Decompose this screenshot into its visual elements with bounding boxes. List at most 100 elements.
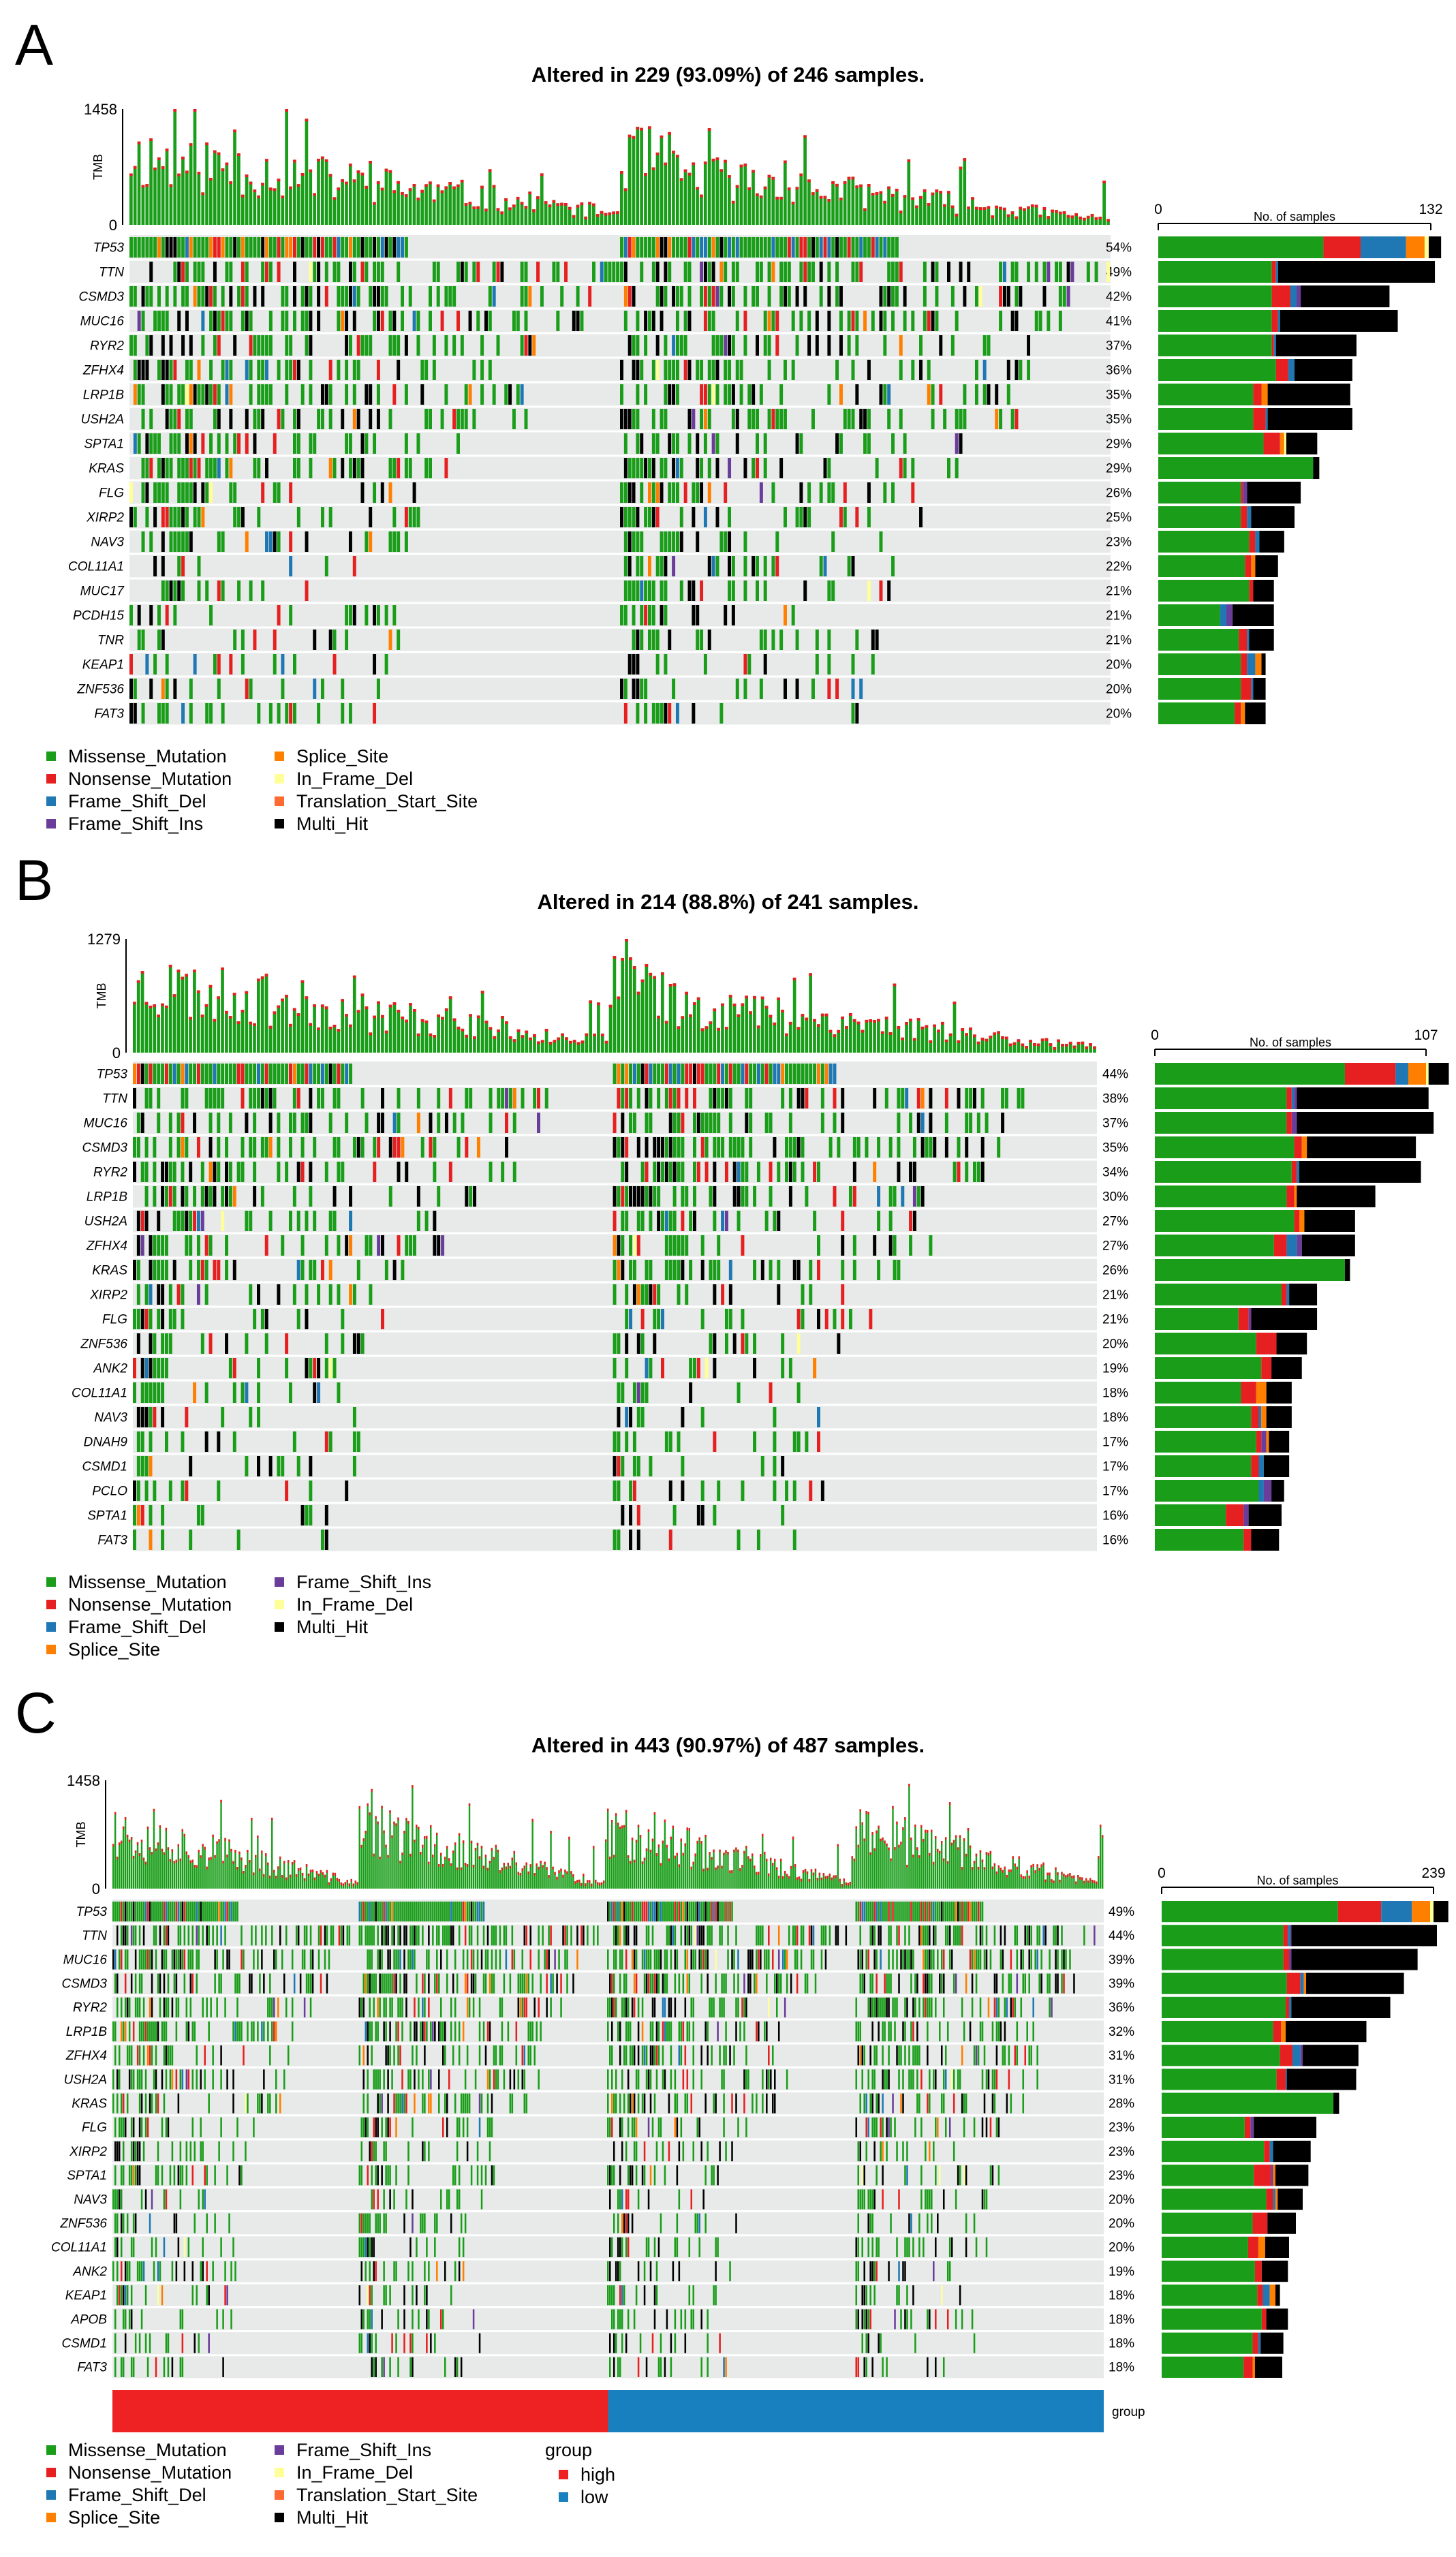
mutation-cell (950, 286, 955, 307)
mutation-cell (700, 1113, 704, 1133)
tmb-bar-cap (977, 1866, 980, 1870)
mutation-cell (883, 237, 887, 258)
mutation-cell (208, 1088, 213, 1109)
tmb-bar (558, 1870, 560, 1889)
tmb-bar (770, 1857, 772, 1889)
mutation-cell (324, 384, 328, 405)
tmb-bar (367, 1803, 369, 1889)
gene-bar-segment (1248, 1504, 1282, 1526)
tmb-bar-cap (1087, 1880, 1089, 1884)
tmb-bar-cap (234, 1850, 236, 1853)
tmb-bar-cap (608, 212, 612, 215)
mutation-cell (636, 1211, 640, 1231)
tmb-bar-cap (801, 1014, 805, 1017)
percent-label: 49% (1106, 265, 1132, 279)
mutation-cell (763, 335, 767, 356)
legend-item: Nonsense_Mutation (46, 768, 232, 790)
tmb-bar (260, 976, 264, 1053)
tmb-bar-cap (677, 1026, 681, 1029)
mutation-cell (621, 1088, 625, 1109)
tmb-bar-cap (745, 995, 749, 999)
mutation-cell (655, 630, 660, 650)
gene-bar-segment (1251, 1455, 1259, 1477)
mutation-cell (201, 335, 205, 356)
mutation-cell (621, 1505, 625, 1525)
mutation-cell (672, 1064, 677, 1084)
mutation-cell (204, 1064, 208, 1084)
mutation-cell (193, 1186, 197, 1207)
mutation-cell (161, 507, 165, 527)
tmb-bar (897, 1026, 901, 1053)
tmb-bar (692, 162, 696, 225)
mutation-cell (213, 654, 217, 675)
tmb-bar-cap (484, 1021, 489, 1024)
mutation-cell (185, 1186, 189, 1207)
mutation-cell (632, 237, 636, 258)
percent-label: 20% (1106, 707, 1132, 721)
mutation-cell (848, 1309, 852, 1329)
tmb-bar (507, 1862, 509, 1889)
tmb-bar-cap (674, 1855, 676, 1859)
mutation-cell (153, 507, 157, 527)
mutation-cell (749, 1088, 753, 1109)
mutation-cell (684, 1925, 687, 1946)
tmb-bar (348, 164, 352, 225)
mutation-cell (309, 262, 313, 282)
mutation-cell (805, 1186, 809, 1207)
mutation-cell (320, 507, 324, 527)
mutation-cell (965, 1113, 969, 1133)
tmb-bar-cap (505, 1866, 508, 1870)
percent-label: 37% (1102, 1116, 1128, 1130)
mutation-cell (452, 1902, 454, 1922)
tmb-bar (360, 993, 365, 1053)
tmb-bar (682, 1853, 684, 1889)
tmb-bar (557, 1037, 561, 1053)
tmb-bar-cap (975, 1853, 978, 1857)
mutation-cell (897, 1137, 901, 1158)
mutation-cell (185, 458, 189, 478)
tmb-bar (271, 1817, 273, 1889)
gene-bar-segment (1158, 653, 1241, 675)
mutation-cell (785, 1064, 789, 1084)
mutation-cell (133, 703, 137, 724)
tmb-bar-cap (1026, 1870, 1028, 1874)
mutation-cell (153, 1333, 157, 1354)
mutation-cell (636, 335, 640, 356)
tmb-bar-cap (696, 187, 699, 190)
tmb-bar (172, 994, 176, 1053)
tmb-bar-cap (1055, 1867, 1057, 1870)
mutation-cell (296, 433, 300, 454)
mutation-cell (377, 1925, 379, 1946)
mutation-cell (181, 335, 185, 356)
mutation-cell (324, 286, 328, 307)
mutation-cell (787, 286, 791, 307)
mutation-cell (164, 1431, 168, 1452)
mutation-cell (173, 286, 177, 307)
tmb-bar-cap (460, 179, 464, 183)
tmb-bar (775, 196, 779, 225)
mutation-cell (911, 482, 915, 503)
mutation-cell (775, 531, 779, 552)
mutation-cell (767, 237, 771, 258)
mutation-cell (285, 360, 289, 380)
mutation-cell (702, 1925, 704, 1946)
mutation-cell (644, 335, 648, 356)
tmb-bar (474, 1848, 477, 1889)
tmb-bar (181, 156, 185, 225)
mutation-cell (841, 1113, 845, 1133)
mutation-cell (645, 1088, 649, 1109)
mutation-cell (273, 630, 277, 650)
tmb-bar-cap (1061, 1044, 1064, 1047)
tmb-bar-cap (349, 1024, 352, 1027)
legend-swatch (275, 1599, 284, 1609)
tmb-bar-cap (895, 189, 899, 192)
tmb-bar (875, 192, 879, 225)
mutation-cell (193, 654, 197, 675)
mutation-cell (293, 360, 296, 380)
mutation-cell (686, 1925, 689, 1946)
tmb-bar (525, 1862, 527, 1889)
mutation-cell (164, 1186, 168, 1207)
gene-bar-segment (1291, 1112, 1297, 1134)
gene-bar-segment (1286, 433, 1318, 454)
tmb-bar (345, 1014, 348, 1053)
